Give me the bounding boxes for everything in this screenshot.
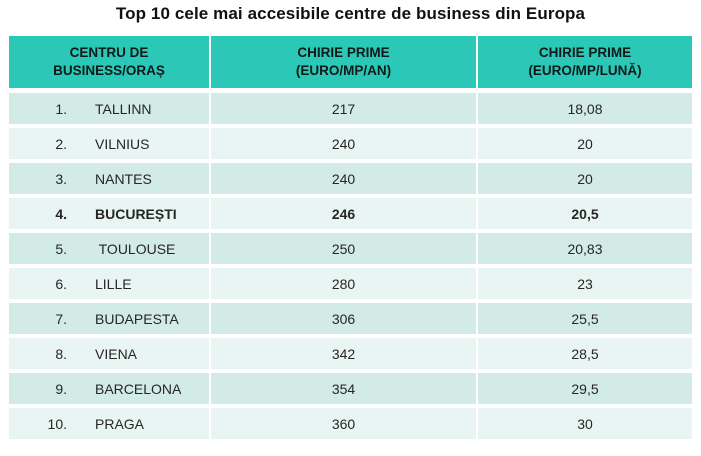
annual-rent-value: 246 xyxy=(211,198,476,229)
monthly-rent-value: 30 xyxy=(478,408,692,439)
city-cell: 9. BARCELONA xyxy=(9,373,209,404)
annual-rent-value: 280 xyxy=(211,268,476,299)
annual-rent-value: 250 xyxy=(211,233,476,264)
monthly-rent-value: 23 xyxy=(478,268,692,299)
monthly-rent-value: 18,08 xyxy=(478,93,692,124)
city-label: LILLE xyxy=(95,275,132,292)
rank-label: 3. xyxy=(55,170,67,187)
city-cell: 4. BUCUREȘTI xyxy=(9,198,209,229)
city-label: BUCUREȘTI xyxy=(95,205,177,222)
city-cell: 7. BUDAPESTA xyxy=(9,303,209,334)
monthly-rent-value: 28,5 xyxy=(478,338,692,369)
annual-rent-value: 240 xyxy=(211,163,476,194)
rank-label: 5. xyxy=(55,240,67,257)
rank-label: 7. xyxy=(55,310,67,327)
table-body: 1. TALLINN 217 18,08 2. VILNIUS 240 20 3… xyxy=(9,93,692,439)
monthly-rent-value: 25,5 xyxy=(478,303,692,334)
table-row: 10. PRAGA 360 30 xyxy=(9,408,692,439)
page-title: Top 10 cele mai accesibile centre de bus… xyxy=(115,4,586,23)
annual-rent-value: 342 xyxy=(211,338,476,369)
rank-label: 2. xyxy=(55,135,67,152)
annual-rent-value: 306 xyxy=(211,303,476,334)
rank-label: 4. xyxy=(55,205,67,222)
rank-label: 6. xyxy=(55,275,67,292)
table-row: 1. TALLINN 217 18,08 xyxy=(9,93,692,124)
rank-label: 1. xyxy=(55,100,67,117)
city-cell: 2. VILNIUS xyxy=(9,128,209,159)
monthly-rent-value: 29,5 xyxy=(478,373,692,404)
city-label: BUDAPESTA xyxy=(95,310,179,327)
table-row: 7. BUDAPESTA 306 25,5 xyxy=(9,303,692,334)
table-row: 9. BARCELONA 354 29,5 xyxy=(9,373,692,404)
city-label: NANTES xyxy=(95,170,152,187)
annual-rent-value: 240 xyxy=(211,128,476,159)
header-cell-city: CENTRU DE BUSINESS/ORAȘ xyxy=(9,36,209,88)
rank-label: 9. xyxy=(55,380,67,397)
monthly-rent-value: 20 xyxy=(478,128,692,159)
annual-rent-value: 217 xyxy=(211,93,476,124)
header-cell-annual-rent: CHIRIE PRIME (EURO/MP/AN) xyxy=(211,36,476,88)
city-label: PRAGA xyxy=(95,415,145,432)
annual-rent-value: 354 xyxy=(211,373,476,404)
monthly-rent-value: 20 xyxy=(478,163,692,194)
city-cell: 5. TOULOUSE xyxy=(9,233,209,264)
city-cell: 10. PRAGA xyxy=(9,408,209,439)
city-cell: 6. LILLE xyxy=(9,268,209,299)
table-row: 2. VILNIUS 240 20 xyxy=(9,128,692,159)
header-annual-line1: CHIRIE PRIME xyxy=(297,44,390,60)
table-row: 5. TOULOUSE 250 20,83 xyxy=(9,233,692,264)
monthly-rent-value: 20,83 xyxy=(478,233,692,264)
city-cell: 3. NANTES xyxy=(9,163,209,194)
city-label: VIENA xyxy=(95,345,138,362)
city-cell: 8. VIENA xyxy=(9,338,209,369)
city-label: TALLINN xyxy=(95,100,152,117)
header-monthly-line1: CHIRIE PRIME xyxy=(538,44,632,60)
header-monthly-line2: (EURO/MP/LUNĂ) xyxy=(528,63,642,78)
city-label: VILNIUS xyxy=(95,135,150,152)
table-row: 3. NANTES 240 20 xyxy=(9,163,692,194)
rank-label: 8. xyxy=(55,345,67,362)
annual-rent-value: 360 xyxy=(211,408,476,439)
table-header-row: CENTRU DE BUSINESS/ORAȘ CHIRIE PRIME (EU… xyxy=(9,36,692,88)
city-label: BARCELONA xyxy=(95,380,182,397)
header-cell-monthly-rent: CHIRIE PRIME (EURO/MP/LUNĂ) xyxy=(478,36,692,88)
table-row: 8. VIENA 342 28,5 xyxy=(9,338,692,369)
business-centers-table: CENTRU DE BUSINESS/ORAȘ CHIRIE PRIME (EU… xyxy=(9,36,692,443)
header-city-line1: CENTRU DE xyxy=(69,44,149,60)
monthly-rent-value: 20,5 xyxy=(478,198,692,229)
header-annual-line2: (EURO/MP/AN) xyxy=(295,63,392,78)
rank-label: 10. xyxy=(47,415,67,432)
city-label: TOULOUSE xyxy=(95,240,176,257)
table-row: 6. LILLE 280 23 xyxy=(9,268,692,299)
table-row: 4. BUCUREȘTI 246 20,5 xyxy=(9,198,692,229)
header-city-line2: BUSINESS/ORAȘ xyxy=(53,63,165,78)
city-cell: 1. TALLINN xyxy=(9,93,209,124)
